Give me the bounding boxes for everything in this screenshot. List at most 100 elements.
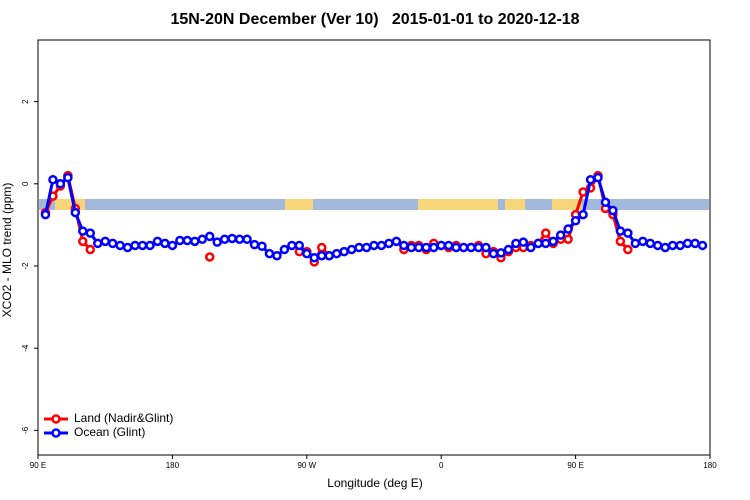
point [690, 238, 700, 249]
map-strip [39, 199, 709, 210]
point [660, 242, 670, 253]
point [302, 248, 312, 259]
point [107, 238, 118, 249]
point [533, 238, 544, 249]
legend-marker [51, 428, 61, 438]
point [122, 242, 133, 253]
y-axis-title: XCO2 - MLO trend (ppm) [0, 183, 14, 318]
point [70, 207, 81, 218]
point [473, 242, 484, 253]
point [540, 228, 551, 238]
point [667, 240, 678, 251]
point [638, 236, 648, 247]
point [376, 240, 387, 251]
chart-title: 15N-20N December (Ver 10) 2015-01-01 to … [170, 11, 579, 28]
point [346, 244, 357, 255]
point [242, 234, 252, 245]
point [555, 230, 566, 240]
x-axis-title: Longitude (deg E) [327, 476, 422, 490]
y-tick-label: -4 [21, 344, 30, 352]
point [227, 233, 237, 244]
point [623, 228, 633, 238]
point [391, 236, 402, 247]
point [175, 235, 185, 246]
point [152, 236, 163, 247]
point [316, 242, 327, 253]
point [197, 234, 208, 245]
legend-label: Land (Nadir&Glint) [74, 411, 173, 425]
point [540, 238, 551, 249]
point [130, 240, 140, 251]
point [78, 236, 88, 247]
point [92, 238, 103, 249]
point [518, 237, 529, 247]
point [563, 234, 573, 245]
point [399, 240, 409, 251]
point [593, 172, 603, 183]
point [294, 240, 305, 251]
point [600, 197, 611, 208]
point [85, 228, 96, 238]
point [443, 240, 454, 251]
legend-marker [51, 414, 61, 424]
x-tick-label: 90 E [30, 461, 46, 470]
point [219, 234, 230, 245]
point [309, 253, 320, 263]
point [63, 172, 73, 183]
point [234, 234, 245, 245]
point [361, 242, 372, 253]
point [630, 238, 641, 249]
point [264, 248, 275, 259]
point [354, 242, 364, 253]
y-tick-label: 2 [21, 99, 30, 104]
point [675, 240, 685, 251]
y-tick-label: -6 [21, 426, 30, 434]
point [451, 242, 461, 253]
point [421, 242, 432, 253]
point [458, 242, 469, 253]
point [78, 226, 88, 236]
point [511, 238, 521, 249]
point [436, 240, 446, 251]
point [339, 246, 349, 257]
point [697, 240, 708, 251]
point [190, 236, 200, 247]
point [204, 252, 215, 262]
point [316, 250, 327, 261]
x-tick-label: 180 [703, 461, 717, 470]
point [287, 240, 297, 251]
point [578, 209, 588, 220]
point [578, 187, 588, 197]
x-tick-label: 0 [439, 461, 444, 470]
point [682, 238, 693, 249]
point [496, 248, 506, 258]
point [466, 242, 476, 253]
point [204, 231, 215, 242]
point [526, 242, 536, 253]
point [160, 238, 170, 249]
point [623, 244, 633, 255]
point [182, 235, 193, 246]
point [137, 240, 148, 251]
point [384, 238, 394, 249]
point [324, 250, 334, 261]
point [414, 242, 424, 253]
point [481, 242, 491, 253]
point [615, 226, 626, 236]
point [548, 236, 558, 247]
x-tick-label: 90 W [297, 461, 316, 470]
point [406, 242, 417, 253]
x-tick-label: 90 E [567, 461, 583, 470]
point [40, 209, 51, 220]
point [570, 216, 581, 226]
x-tick-label: 180 [166, 461, 180, 470]
point [167, 240, 178, 251]
point [55, 179, 66, 189]
y-tick-label: 0 [21, 181, 30, 186]
point [331, 248, 342, 259]
point [85, 244, 96, 255]
point [100, 236, 110, 247]
point [615, 236, 626, 247]
point [115, 240, 125, 251]
